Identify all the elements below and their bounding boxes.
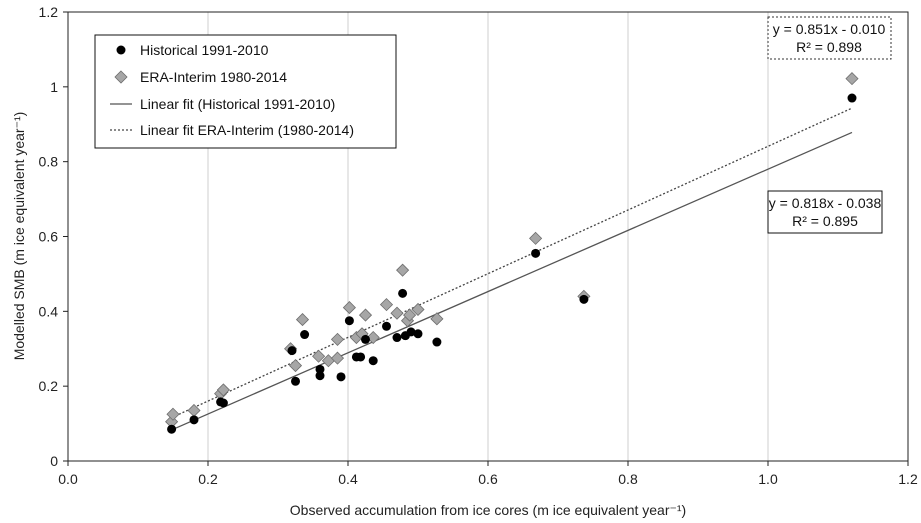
- historical-point: [847, 93, 857, 103]
- historical-point: [189, 415, 199, 425]
- y-tick-label: 0: [50, 453, 58, 469]
- historical-point: [398, 288, 408, 298]
- historical-point: [406, 327, 416, 337]
- historical-point: [300, 330, 310, 340]
- historical-point: [336, 372, 346, 382]
- era-point: [330, 332, 345, 346]
- era-point: [330, 351, 345, 365]
- era-point: [390, 306, 404, 320]
- equation-historical-formula: y = 0.818x - 0.038: [769, 195, 882, 211]
- y-tick-label: 0.8: [39, 154, 59, 170]
- historical-point: [356, 352, 366, 362]
- historical-point: [413, 329, 423, 339]
- x-tick-label: 0.4: [338, 471, 358, 487]
- y-tick-label: 1: [50, 79, 58, 95]
- x-tick-label: 0.2: [198, 471, 218, 487]
- legend-marker-era: [114, 70, 128, 84]
- historical-point: [344, 316, 354, 326]
- era-point: [379, 298, 394, 312]
- historical-point: [287, 346, 297, 356]
- axes-layer: [63, 11, 909, 466]
- x-axis-label: Observed accumulation from ice cores (m …: [290, 502, 686, 518]
- fit-lines: [171, 107, 853, 431]
- historical-point: [579, 294, 589, 304]
- era-point: [396, 263, 410, 277]
- legend-label-era-fit: Linear fit ERA-Interim (1980-2014): [140, 122, 354, 138]
- equation-box-historical-frame: [767, 190, 883, 234]
- x-tick-label: 0.8: [618, 471, 638, 487]
- era-point: [295, 312, 310, 327]
- plot-frame: [67, 11, 909, 462]
- historical-point: [167, 424, 177, 434]
- y-tick-label: 0.6: [39, 229, 59, 245]
- historical-point: [531, 248, 541, 258]
- historical-point: [432, 337, 442, 347]
- x-tick-label: 0.6: [478, 471, 498, 487]
- legend: Historical 1991-2010 ERA-Interim 1980-20…: [94, 34, 397, 149]
- historical-point: [315, 364, 325, 374]
- data-points: [165, 72, 859, 434]
- x-tick-label: 1.0: [758, 471, 778, 487]
- equation-era-r2: R² = 0.898: [796, 39, 862, 55]
- historical-point: [315, 371, 325, 381]
- x-tick-label: 1.2: [898, 471, 918, 487]
- historical-point: [361, 334, 370, 344]
- historical-point: [392, 333, 402, 343]
- historical-point: [291, 376, 300, 386]
- era-point: [845, 72, 859, 86]
- era-point: [403, 308, 417, 322]
- legend-label-era: ERA-Interim 1980-2014: [140, 69, 287, 85]
- era-point: [216, 383, 230, 397]
- legend-box: [94, 34, 397, 149]
- y-axis-label: Modelled SMB (m ice equivalent year⁻¹): [11, 112, 27, 361]
- era-point: [358, 308, 373, 322]
- equation-box-era: y = 0.851x - 0.010 R² = 0.898: [767, 16, 892, 60]
- historical-point: [218, 398, 228, 408]
- era-point: [187, 403, 201, 418]
- y-tick-label: 0.4: [39, 303, 59, 319]
- tick-labels: 0.0 0.2 0.4 0.6 0.8 1.0 1.2 0 0.2 0.4 0.6 0.8 1 1.2: [39, 4, 918, 487]
- equation-box-era-frame: [767, 16, 892, 60]
- historical-point: [382, 321, 391, 331]
- equation-era-formula: y = 0.851x - 0.010: [773, 21, 886, 37]
- equation-box-historical: y = 0.818x - 0.038 R² = 0.895: [767, 190, 883, 234]
- era-point: [288, 359, 303, 373]
- era-point: [342, 301, 356, 315]
- equation-historical-r2: R² = 0.895: [792, 213, 858, 229]
- era-point: [166, 407, 180, 421]
- historical-point: [368, 356, 378, 366]
- era-point: [430, 312, 444, 326]
- era-point: [312, 349, 326, 363]
- y-tick-label: 1.2: [39, 4, 59, 20]
- legend-label-historical: Historical 1991-2010: [140, 42, 269, 58]
- era-point: [366, 330, 380, 345]
- legend-marker-historical: [116, 45, 126, 55]
- fit-line-era: [171, 107, 853, 419]
- fit-line-historical: [171, 131, 853, 431]
- era-point: [411, 302, 425, 317]
- y-tick-label: 0.2: [39, 378, 59, 394]
- x-tick-label: 0.0: [58, 471, 78, 487]
- era-point: [529, 231, 543, 245]
- legend-label-historical-fit: Linear fit (Historical 1991-2010): [140, 96, 335, 112]
